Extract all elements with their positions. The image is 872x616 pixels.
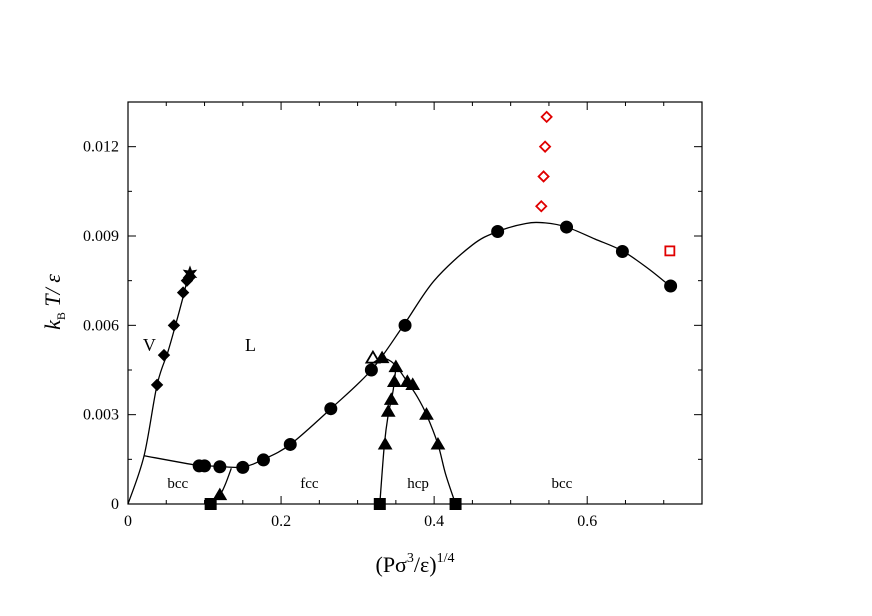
triangles-marker [405, 377, 421, 390]
x-axis-title-sup2: 1/4 [437, 551, 455, 566]
triangles-marker [388, 359, 404, 373]
open-triangle-marker [364, 349, 381, 364]
y-axis-title: kB T/ ε [40, 274, 68, 330]
circles-marker [615, 244, 629, 258]
diamonds-marker [176, 286, 190, 299]
red-square-marker [664, 245, 676, 257]
data-markers [150, 110, 678, 510]
plot-frame [127, 101, 703, 505]
x-axis-title-mid: /ε) [414, 552, 437, 577]
region-label: L [245, 335, 256, 355]
red-diamonds-marker [535, 199, 548, 213]
diamonds-marker [150, 378, 164, 392]
x-tick-label: 0.2 [271, 513, 291, 530]
region-label: bcc [167, 476, 188, 492]
triangles-marker [212, 487, 228, 501]
circles-marker [324, 402, 338, 416]
triangles-marker [380, 404, 396, 417]
line-fcc-hcp [379, 366, 397, 505]
region-label: hcp [407, 476, 429, 492]
red-diamonds-marker [540, 110, 553, 124]
x-axis-title: (Pσ3/ε)1/4 [376, 551, 455, 577]
region-label: fcc [300, 476, 319, 492]
axis-ticks: 0 0.2 0.4 0.6 0 0.003 0.006 0.009 0.012 [83, 101, 703, 530]
squares-marker [449, 498, 462, 510]
squares-marker [204, 498, 217, 510]
circles-marker [398, 318, 412, 332]
line-vapor-liquid [127, 274, 192, 505]
x-tick-label: 0 [124, 513, 132, 530]
y-axis-title-sub: B [54, 312, 68, 320]
y-axis-title-k: k [40, 319, 65, 330]
x-axis-title-sup1: 3 [407, 551, 414, 566]
y-tick-label: 0.009 [83, 228, 119, 245]
circles-marker [198, 459, 212, 473]
region-label: bcc [552, 476, 573, 492]
y-tick-label: 0.003 [83, 407, 119, 424]
circles-marker [213, 460, 227, 474]
red-diamonds-marker [538, 140, 552, 153]
star-marker [182, 265, 198, 283]
triangles-marker [430, 436, 446, 450]
y-tick-label: 0 [111, 496, 119, 513]
x-tick-label: 0.4 [424, 513, 444, 530]
circles-marker [664, 279, 678, 293]
circles-marker [560, 220, 574, 234]
y-axis-title-rest: T/ ε [40, 274, 65, 312]
triangles-marker [377, 436, 393, 450]
red-diamonds-marker [537, 170, 550, 183]
region-label: V [143, 335, 156, 355]
triangles-marker [383, 392, 399, 405]
diamonds-marker [167, 319, 181, 332]
x-axis-title-main: (Pσ [376, 552, 408, 577]
triangles-marker [419, 407, 434, 420]
circles-marker [236, 460, 250, 474]
circles-marker [364, 363, 378, 377]
x-tick-label: 0.6 [577, 513, 597, 530]
squares-marker [373, 498, 386, 510]
y-tick-label: 0.012 [83, 139, 119, 156]
triangles-marker [386, 374, 402, 387]
diamonds-marker [157, 348, 171, 362]
circles-marker [256, 453, 270, 467]
triangles-marker [374, 350, 390, 364]
circles-marker [283, 437, 297, 451]
circles-marker [491, 225, 505, 239]
y-tick-label: 0.006 [83, 317, 119, 334]
